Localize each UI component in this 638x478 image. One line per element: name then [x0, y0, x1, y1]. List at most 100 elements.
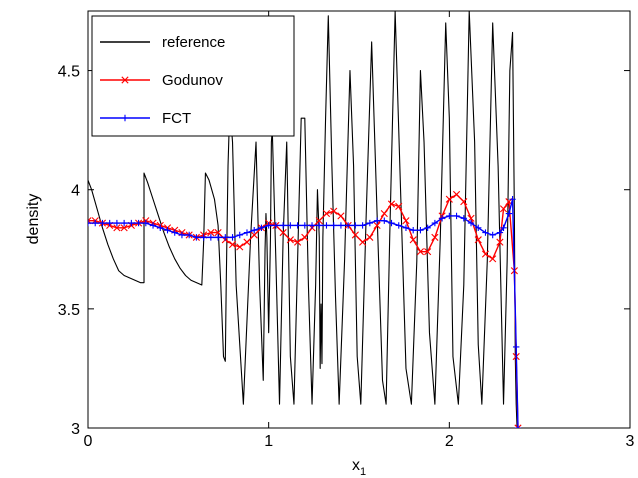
data-point-fct: [193, 234, 200, 241]
data-point-fct: [323, 222, 330, 229]
data-point-fct: [373, 217, 381, 224]
y-tick-label: 3: [71, 421, 80, 438]
data-point-fct: [301, 222, 308, 229]
series-reference: [88, 11, 518, 428]
data-point-godunov: [460, 198, 468, 206]
data-point-godunov: [250, 231, 258, 239]
data-point-fct: [509, 196, 516, 203]
data-point-fct: [88, 219, 92, 227]
data-point-fct: [496, 229, 504, 236]
data-point-fct: [514, 424, 522, 428]
data-point-fct: [381, 217, 388, 224]
data-point-fct: [236, 231, 243, 239]
x-axis-label-main: x: [352, 457, 360, 474]
data-point-fct: [424, 224, 431, 232]
data-point-fct: [467, 219, 475, 227]
data-point-fct: [287, 222, 294, 229]
data-point-godunov: [293, 238, 302, 246]
data-point-godunov: [402, 217, 410, 225]
data-point-godunov: [279, 229, 287, 237]
data-point-fct: [214, 234, 222, 241]
data-point-godunov: [496, 238, 504, 246]
data-point-godunov: [236, 243, 244, 251]
data-point-godunov: [499, 205, 508, 213]
data-point-fct: [92, 219, 99, 227]
data-point-fct: [316, 222, 323, 229]
data-point-fct: [417, 227, 424, 234]
data-point-fct: [388, 219, 395, 227]
data-point-fct: [402, 224, 410, 232]
data-point-fct: [475, 224, 482, 232]
data-point-fct: [272, 222, 280, 229]
legend-item-reference: reference: [100, 34, 225, 51]
series-fct: [88, 196, 522, 428]
data-point-godunov: [243, 238, 251, 246]
legend-item-godunov: Godunov: [100, 72, 223, 89]
data-point-fct: [446, 212, 453, 220]
data-point-fct: [359, 222, 366, 229]
data-point-fct: [366, 219, 374, 227]
data-point-fct: [453, 212, 460, 220]
data-point-godunov: [445, 195, 453, 203]
data-point-fct: [344, 222, 352, 229]
data-point-fct: [149, 222, 157, 229]
data-point-godunov: [373, 221, 381, 230]
data-point-fct: [500, 224, 507, 232]
data-point-fct: [200, 234, 207, 241]
data-point-fct: [330, 222, 337, 229]
data-point-godunov: [467, 214, 475, 222]
series-line-reference: [88, 11, 518, 428]
data-point-fct: [120, 219, 128, 227]
x-axis-label-subscript: 1: [360, 466, 366, 478]
data-point-godunov: [489, 255, 497, 263]
data-point-godunov: [120, 224, 128, 232]
data-point-godunov: [315, 217, 323, 225]
data-point-fct: [352, 222, 359, 229]
data-point-godunov: [228, 240, 237, 249]
data-point-godunov: [359, 238, 367, 246]
data-point-godunov: [416, 248, 425, 256]
legend-label: FCT: [162, 110, 191, 127]
legend-items: reference Godunov FCT: [100, 34, 225, 127]
data-point-fct: [337, 222, 345, 229]
legend: reference Godunov FCT: [91, 15, 295, 137]
data-point-godunov: [330, 207, 338, 215]
x-axis-label: x1: [352, 457, 366, 478]
x-tick-label: 1: [264, 433, 273, 450]
data-point-fct: [438, 215, 446, 222]
data-point-fct: [178, 231, 186, 239]
data-point-fct: [410, 227, 417, 234]
y-tick-label: 3.5: [58, 302, 80, 319]
data-point-fct: [279, 222, 287, 229]
data-point-fct: [135, 219, 142, 227]
data-point-godunov: [301, 233, 309, 241]
data-point-godunov: [481, 250, 490, 258]
data-point-godunov: [395, 202, 403, 210]
data-point-godunov: [322, 209, 331, 218]
data-point-godunov: [409, 236, 417, 244]
legend-box: [91, 15, 295, 137]
data-point-fct: [251, 227, 258, 234]
data-point-godunov: [452, 190, 461, 199]
data-point-fct: [294, 222, 301, 229]
data-point-fct: [395, 222, 402, 229]
data-point-fct: [505, 210, 513, 217]
data-point-fct: [171, 229, 178, 236]
data-point-fct: [308, 222, 316, 229]
data-point-fct: [265, 222, 272, 229]
data-point-fct: [482, 229, 489, 236]
data-point-godunov: [113, 224, 121, 232]
data-point-fct: [157, 224, 164, 232]
data-point-fct: [460, 215, 467, 222]
data-point-fct: [229, 234, 236, 241]
data-point-godunov: [380, 209, 388, 218]
data-point-fct: [142, 219, 150, 227]
x-tick-label: 2: [445, 433, 454, 450]
y-tick-label: 4: [71, 183, 80, 200]
y-tick-label: 4.5: [58, 64, 80, 81]
data-point-godunov: [366, 233, 374, 241]
data-point-fct: [99, 219, 106, 227]
legend-label: reference: [162, 34, 225, 51]
series-layer: [88, 11, 522, 428]
